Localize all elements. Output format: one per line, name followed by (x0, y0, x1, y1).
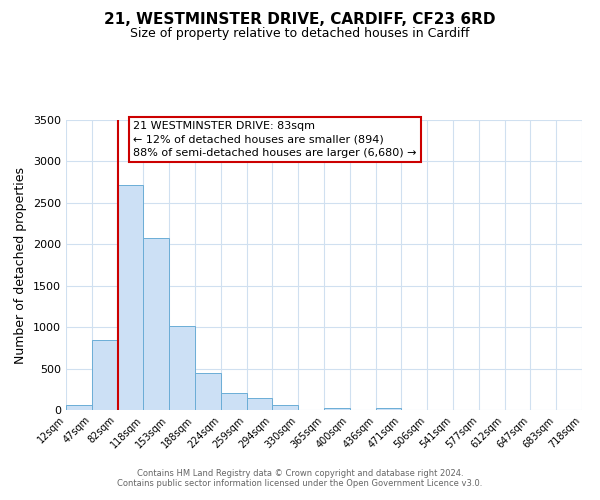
Bar (247, 398, 272, 410)
Bar (66, 406, 92, 410)
Text: Contains HM Land Registry data © Crown copyright and database right 2024.: Contains HM Land Registry data © Crown c… (137, 468, 463, 477)
Bar (376, 408, 401, 410)
Text: Contains public sector information licensed under the Open Government Licence v3: Contains public sector information licen… (118, 478, 482, 488)
Bar (169, 326, 194, 410)
Text: 21 WESTMINSTER DRIVE: 83sqm
← 12% of detached houses are smaller (894)
88% of se: 21 WESTMINSTER DRIVE: 83sqm ← 12% of det… (133, 122, 416, 158)
Text: Size of property relative to detached houses in Cardiff: Size of property relative to detached ho… (130, 28, 470, 40)
Text: 21, WESTMINSTER DRIVE, CARDIFF, CF23 6RD: 21, WESTMINSTER DRIVE, CARDIFF, CF23 6RD (104, 12, 496, 28)
Bar (143, 238, 169, 410)
Bar (272, 405, 298, 410)
Bar (221, 394, 247, 410)
Bar (194, 372, 221, 410)
Bar (324, 408, 350, 410)
Bar (92, 340, 117, 410)
Bar (117, 184, 143, 410)
Y-axis label: Number of detached properties: Number of detached properties (14, 166, 28, 364)
